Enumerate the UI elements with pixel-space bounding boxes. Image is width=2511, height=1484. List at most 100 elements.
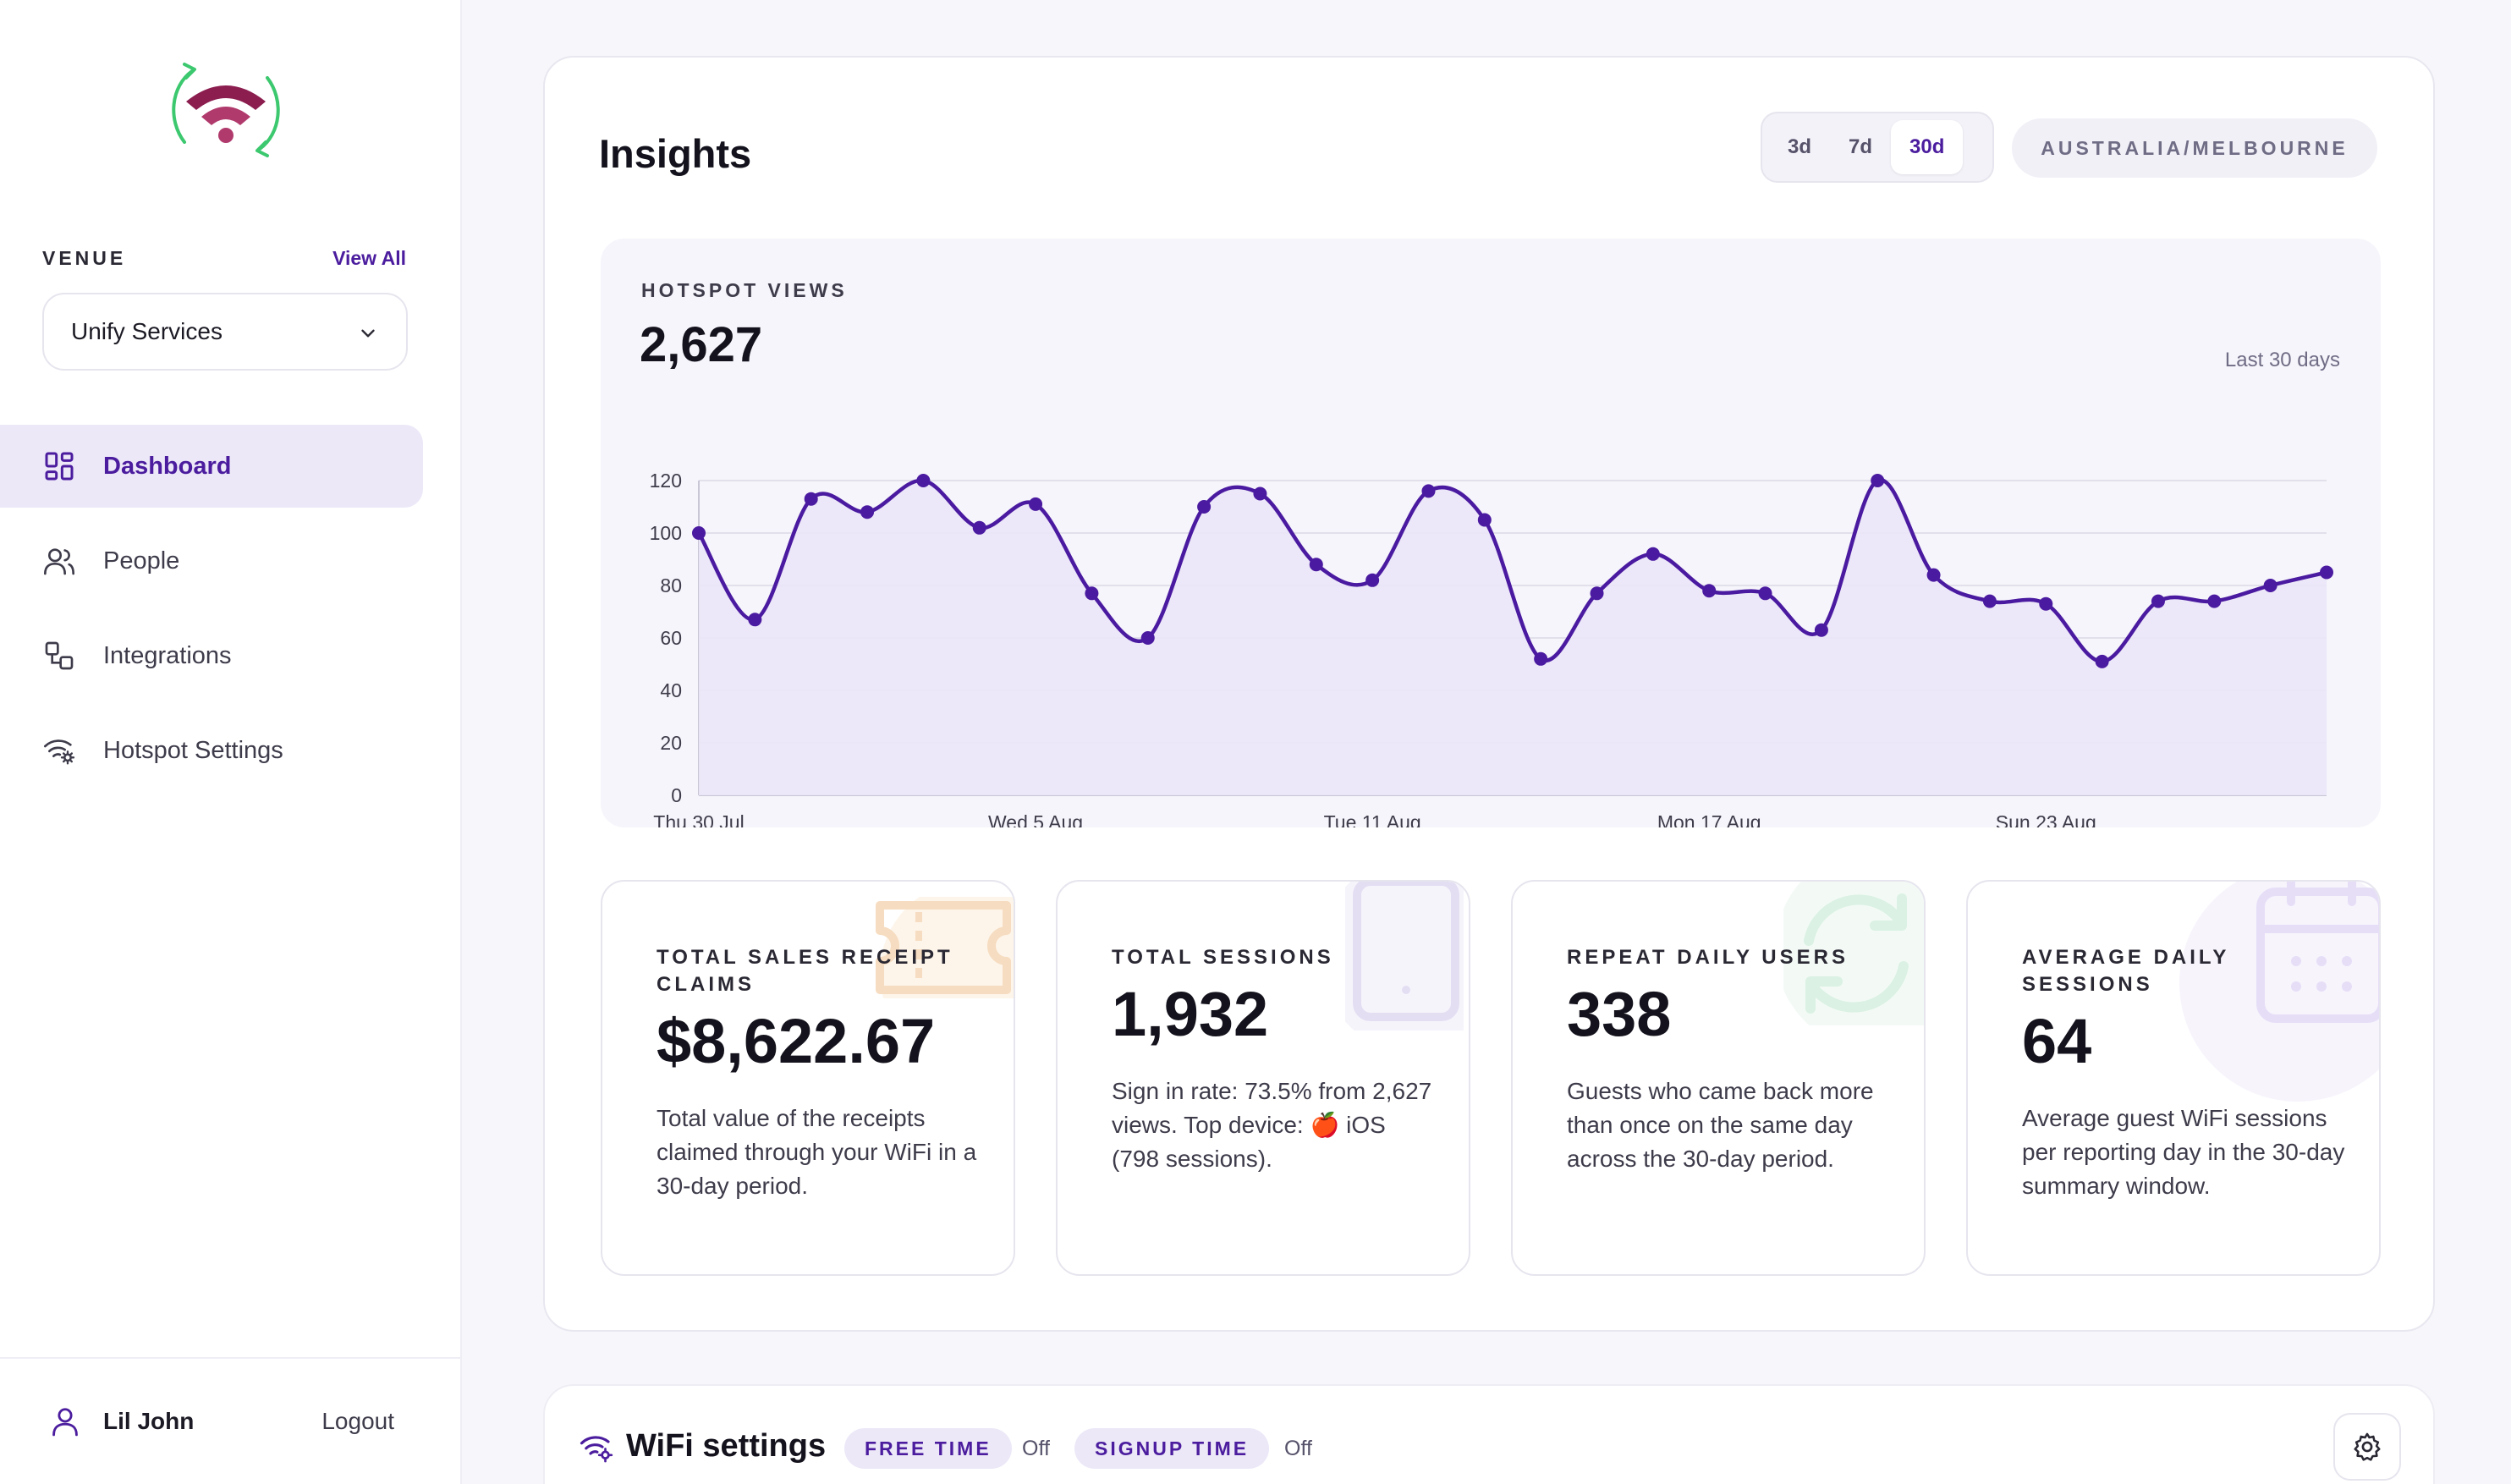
x-tick-label: Sun 23 Aug — [1996, 811, 2096, 827]
y-tick-label: 20 — [660, 732, 682, 754]
y-tick-label: 0 — [671, 784, 682, 806]
signup-time-badge: SIGNUP TIME — [1074, 1428, 1270, 1469]
sidebar-item-label: Dashboard — [103, 452, 232, 480]
data-point — [2207, 594, 2222, 608]
venue-select-value: Unify Services — [71, 318, 223, 344]
stat-value: 1,932 — [1112, 979, 1269, 1049]
data-point — [1982, 594, 1997, 608]
data-point — [1702, 584, 1717, 598]
logout-button[interactable]: Logout — [321, 1408, 394, 1434]
sidebar-item-label: Hotspot Settings — [103, 736, 283, 764]
sidebar-item-people[interactable]: People — [0, 519, 423, 602]
stat-value: 64 — [2022, 1006, 2092, 1076]
range-30d-button[interactable]: 30d — [1891, 120, 1964, 174]
people-icon — [44, 548, 74, 575]
data-point — [748, 613, 762, 627]
stat-description: Total value of the receipts claimed thro… — [657, 1105, 977, 1199]
data-point — [1758, 586, 1772, 601]
data-point — [2095, 654, 2109, 668]
y-tick-label: 60 — [660, 627, 682, 649]
user-icon — [52, 1408, 78, 1437]
x-tick-label: Wed 5 Aug — [988, 811, 1083, 827]
logo-icon — [172, 63, 280, 157]
wifi-settings-icon — [580, 1436, 613, 1463]
x-tick-label: Tue 11 Aug — [1324, 811, 1421, 827]
chart-total: 2,627 — [640, 317, 763, 372]
user-name: Lil John — [103, 1408, 195, 1434]
refresh-icon — [1783, 882, 1924, 1025]
stat-label: AVERAGE DAILY SESSIONS — [2022, 946, 2229, 996]
venue-select[interactable]: Unify Services — [42, 293, 408, 371]
sidebar-item-label: People — [103, 547, 180, 574]
hotspot-views-chart: 0 20 40 60 80 100 120 Thu 30 Jul Wed 5 Aug Tue 11… — [650, 470, 2333, 827]
range-3d-button[interactable]: 3d — [1788, 135, 1812, 158]
y-tick-label: 120 — [650, 470, 682, 492]
integrations-icon — [45, 641, 74, 670]
data-point — [1926, 568, 1941, 582]
sidebar-nav: Dashboard People Integrations — [0, 425, 423, 804]
data-point — [1534, 651, 1548, 666]
data-point — [1421, 484, 1436, 498]
stat-value: $8,622.67 — [657, 1006, 936, 1076]
stat-card-sales-receipts: TOTAL SALES RECEIPT CLAIMS $8,622.67 Tot… — [601, 880, 1015, 1276]
y-tick-label: 80 — [660, 574, 682, 596]
stat-label: TOTAL SESSIONS — [1112, 946, 1334, 969]
data-point — [2320, 565, 2333, 580]
data-point — [1365, 573, 1380, 587]
wifi-settings-card: WiFi settings FREE TIME Off SIGNUP TIME … — [543, 1384, 2435, 1484]
data-point — [1029, 497, 1043, 511]
free-time-badge: FREE TIME — [844, 1428, 1012, 1469]
stat-card-average-daily-sessions: AVERAGE DAILY SESSIONS 64 Average guest … — [1966, 880, 2381, 1276]
series-line — [697, 478, 2327, 664]
data-point — [860, 505, 875, 519]
data-point — [1197, 500, 1212, 514]
chevron-down-icon — [361, 329, 375, 338]
user-bar: Lil John Logout — [0, 1357, 462, 1484]
data-point — [1646, 547, 1660, 561]
tablet-icon — [1345, 882, 1464, 1031]
data-point — [2263, 579, 2277, 592]
hotspot-settings-icon — [44, 739, 75, 765]
gear-icon — [2354, 1432, 2381, 1461]
chart-label: HOTSPOT VIEWS — [641, 279, 848, 301]
y-tick-label: 40 — [660, 679, 682, 701]
view-all-link[interactable]: View All — [332, 247, 406, 269]
data-point — [916, 474, 931, 487]
range-7d-button[interactable]: 7d — [1849, 135, 1873, 158]
data-point — [1871, 474, 1885, 487]
range-selector: 3d 7d 30d — [1761, 112, 1994, 183]
sidebar-item-integrations[interactable]: Integrations — [0, 614, 423, 697]
dashboard-icon — [45, 452, 74, 481]
sidebar-item-hotspot-settings[interactable]: Hotspot Settings — [0, 709, 423, 792]
data-point — [1590, 586, 1604, 601]
sidebar-item-dashboard[interactable]: Dashboard — [0, 425, 423, 508]
stat-description: Sign in rate: 73.5% from 2,627 views. To… — [1112, 1078, 1432, 1172]
wifi-settings-gear-button[interactable] — [2333, 1413, 2401, 1481]
data-point — [2039, 596, 2053, 611]
free-time-state: Off — [1022, 1437, 1050, 1460]
data-point — [1477, 513, 1492, 527]
stat-value: 338 — [1567, 979, 1672, 1049]
stat-description: Guests who came back more than once on t… — [1567, 1078, 1874, 1172]
sidebar: VENUE View All Unify Services Dashboard — [0, 0, 462, 1484]
receipt-icon — [876, 897, 1014, 998]
timezone-badge[interactable]: AUSTRALIA/MELBOURNE — [2012, 118, 2377, 178]
data-point — [804, 492, 818, 506]
data-point — [1253, 486, 1267, 501]
stat-description: Average guest WiFi sessions per reportin… — [2022, 1105, 2345, 1199]
calendar-icon — [2179, 882, 2379, 1102]
data-point — [1140, 631, 1155, 645]
insights-card: Insights 3d 7d 30d AUSTRALIA/MELBOURNE H… — [543, 56, 2435, 1332]
series-area — [699, 480, 2327, 795]
data-point — [2151, 594, 2165, 608]
stat-label: TOTAL SALES RECEIPT CLAIMS — [657, 946, 953, 996]
venue-label: VENUE — [42, 247, 127, 269]
stat-card-total-sessions: TOTAL SESSIONS 1,932 Sign in rate: 73.5%… — [1056, 880, 1470, 1276]
x-tick-label: Mon 17 Aug — [1657, 811, 1761, 827]
page-title: Insights — [599, 131, 752, 176]
y-tick-label: 100 — [650, 522, 682, 544]
wifi-settings-title: WiFi settings — [626, 1428, 827, 1464]
chart-range-note: Last 30 days — [2224, 349, 2340, 371]
x-tick-label: Thu 30 Jul — [653, 811, 744, 827]
data-point — [1814, 623, 1828, 637]
